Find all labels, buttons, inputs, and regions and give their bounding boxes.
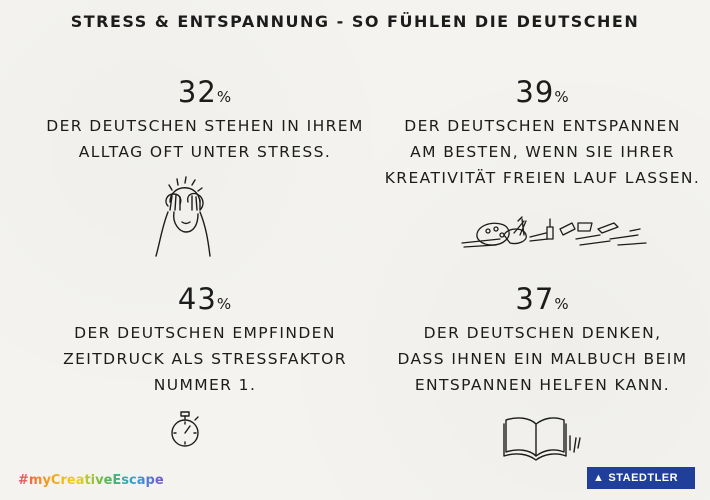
stat-line: KREATIVITÄT FREIEN LAUF LASSEN.: [384, 169, 701, 187]
stat-line: ZEITDRUCK ALS STRESSFAKTOR: [63, 350, 347, 368]
stat-value: 37: [515, 282, 555, 316]
logo-mark-icon: ▲: [593, 472, 605, 484]
stat-block-coloring-book: 37% DER DEUTSCHEN DENKEN, DASS IHNEN EIN…: [375, 285, 710, 398]
stat-block-time-pressure: 43% DER DEUTSCHEN EMPFINDEN ZEITDRUCK AL…: [20, 285, 390, 398]
stat-percentage: 39%: [375, 78, 710, 107]
stat-line: ENTSPANNEN HELFEN KANN.: [414, 376, 671, 394]
stat-block-stress: 32% DER DEUTSCHEN STEHEN IN IHREM ALLTAG…: [20, 78, 390, 165]
logo-text: STAEDTLER: [608, 472, 679, 484]
stat-percentage: 43%: [20, 285, 390, 314]
stat-percentage: 32%: [20, 78, 390, 107]
stat-description: DER DEUTSCHEN STEHEN IN IHREM ALLTAG OFT…: [20, 113, 390, 165]
stat-value: 39: [515, 75, 555, 109]
stat-description: DER DEUTSCHEN EMPFINDEN ZEITDRUCK ALS ST…: [20, 320, 390, 398]
page-title: STRESS & ENTSPANNUNG - SO FÜHLEN DIE DEU…: [70, 12, 640, 31]
stat-value: 43: [177, 282, 217, 316]
staedtler-logo: ▲ STAEDTLER: [587, 467, 695, 489]
stat-line: ALLTAG OFT UNTER STRESS.: [78, 143, 332, 161]
stat-description: DER DEUTSCHEN ENTSPANNEN AM BESTEN, WENN…: [375, 113, 710, 191]
stat-line: DER DEUTSCHEN STEHEN IN IHREM: [46, 117, 364, 135]
stat-line: NUMMER 1.: [153, 376, 257, 394]
stat-line: AM BESTEN, WENN SIE IHRER: [410, 143, 675, 161]
stat-line: DASS IHNEN EIN MALBUCH BEIM: [397, 350, 688, 368]
stopwatch-icon: [171, 411, 199, 447]
stat-line: DER DEUTSCHEN ENTSPANNEN: [404, 117, 681, 135]
stat-unit: %: [554, 88, 570, 106]
stat-percentage: 37%: [375, 285, 710, 314]
stat-description: DER DEUTSCHEN DENKEN, DASS IHNEN EIN MAL…: [375, 320, 710, 398]
stat-line: DER DEUTSCHEN EMPFINDEN: [74, 324, 336, 342]
hashtag: #myCreativeEscape: [18, 473, 164, 488]
stressed-person-icon: [155, 176, 211, 257]
stat-value: 32: [177, 75, 217, 109]
art-supplies-icon: [461, 216, 647, 248]
stat-unit: %: [554, 295, 570, 313]
stat-unit: %: [216, 88, 233, 106]
stat-line: DER DEUTSCHEN DENKEN,: [423, 324, 662, 342]
stat-block-creativity: 39% DER DEUTSCHEN ENTSPANNEN AM BESTEN, …: [375, 78, 710, 191]
open-book-icon: [503, 417, 581, 461]
stat-unit: %: [216, 295, 233, 313]
